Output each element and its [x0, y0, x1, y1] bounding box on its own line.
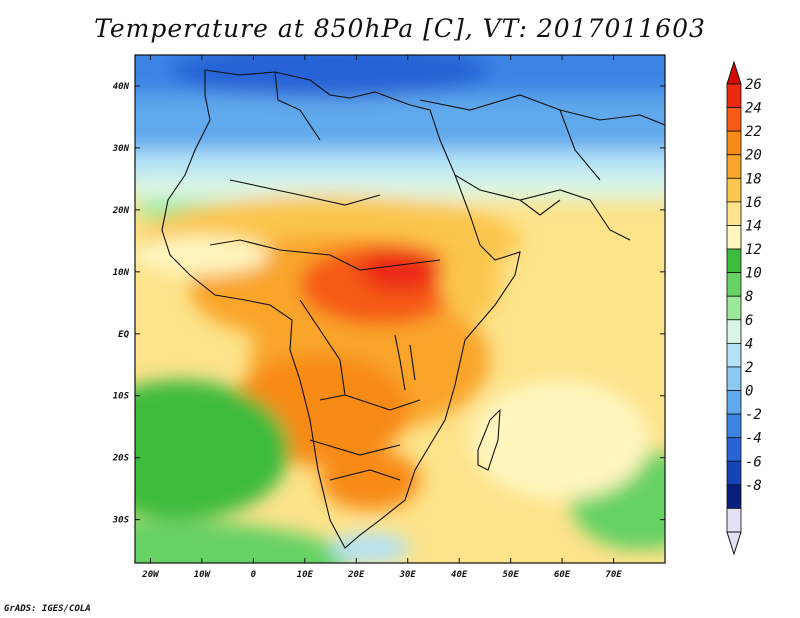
- colorbar-segment: [726, 272, 742, 297]
- colorbar-segment: [726, 107, 742, 132]
- credit-text: GrADS: IGES/COLA: [4, 604, 91, 614]
- colorbar-segment: [726, 437, 742, 462]
- coastlines: [161, 69, 665, 549]
- colorbar-label: 20: [745, 148, 762, 164]
- colorbar-label: -2: [745, 407, 762, 423]
- colorbar-segment: [726, 295, 742, 321]
- colorbar-label: 8: [745, 289, 753, 305]
- colorbar-segment: [726, 225, 742, 250]
- colorbar-segment: [726, 342, 742, 368]
- colorbar-label: -8: [745, 478, 762, 494]
- lon-tick-label: 10E: [297, 570, 314, 580]
- lon-tick-label: 10W: [194, 570, 212, 580]
- lat-tick-label: 20N: [112, 206, 130, 216]
- map-title: Temperature at 850hPa [C], VT: 201701160…: [94, 14, 706, 43]
- colorbar-label: 4: [745, 336, 753, 352]
- map-frame: [134, 54, 666, 564]
- lon-tick-label: 50E: [502, 570, 519, 580]
- colorbar-label: 10: [745, 266, 762, 282]
- lat-tick-label: 10S: [113, 392, 130, 402]
- lat-tick-label: 30S: [112, 516, 130, 526]
- lat-tick-label: 40N: [113, 82, 130, 92]
- colorbar-label: -4: [745, 431, 762, 447]
- colorbar-segment: [726, 248, 742, 274]
- colorbar-segment: [726, 177, 742, 203]
- colorbar-segment: [726, 83, 742, 108]
- colorbar-segment: [726, 366, 742, 391]
- lat-tick-label: 10N: [113, 268, 130, 278]
- colorbar-label: 24: [745, 101, 762, 117]
- colorbar-top-arrow: [726, 60, 742, 85]
- lon-tick-label: 30E: [399, 570, 417, 580]
- lon-tick-label: 0: [251, 570, 257, 580]
- colorbar-segment: [726, 413, 742, 439]
- colorbar-label: 26: [745, 77, 762, 93]
- colorbar-label: 22: [745, 124, 762, 140]
- colorbar-label: 12: [745, 242, 762, 258]
- lon-tick-label: 20W: [141, 570, 160, 580]
- colorbar-segment: [726, 319, 742, 344]
- lon-tick-label: 60E: [554, 570, 571, 580]
- colorbar-segment: [726, 201, 742, 226]
- lat-tick-label: 20S: [112, 454, 130, 464]
- colorbar-label: 18: [745, 171, 762, 187]
- colorbar-segment: [726, 508, 742, 533]
- colorbar-label: 2: [745, 360, 753, 376]
- longitude-axis: 20W 10W 0 10E 20E 30E 40E 50E 60E 70E: [141, 55, 622, 580]
- lon-tick-label: 40E: [451, 570, 468, 580]
- colorbar-label: 14: [745, 218, 762, 234]
- colorbar-bottom-arrow: [726, 531, 742, 556]
- colorbar-segment: [726, 130, 742, 156]
- colorbar-label: 6: [745, 313, 753, 329]
- lat-tick-label: 30N: [112, 144, 130, 154]
- colorbar-segment: [726, 154, 742, 179]
- colorbar-segment: [726, 484, 742, 509]
- colorbar-segment: [726, 460, 742, 486]
- lon-tick-label: 70E: [605, 570, 622, 580]
- colorbar-label: 0: [745, 384, 753, 400]
- colorbar-segment: [726, 390, 742, 415]
- lat-tick-label: EQ: [118, 330, 129, 340]
- colorbar-label: -6: [745, 454, 762, 470]
- lon-tick-label: 20E: [347, 570, 365, 580]
- temperature-field: [135, 55, 665, 563]
- colorbar-label: 16: [745, 195, 762, 211]
- latitude-axis: 40N 30N 20N 10N EQ 10S 20S 30S: [112, 82, 665, 526]
